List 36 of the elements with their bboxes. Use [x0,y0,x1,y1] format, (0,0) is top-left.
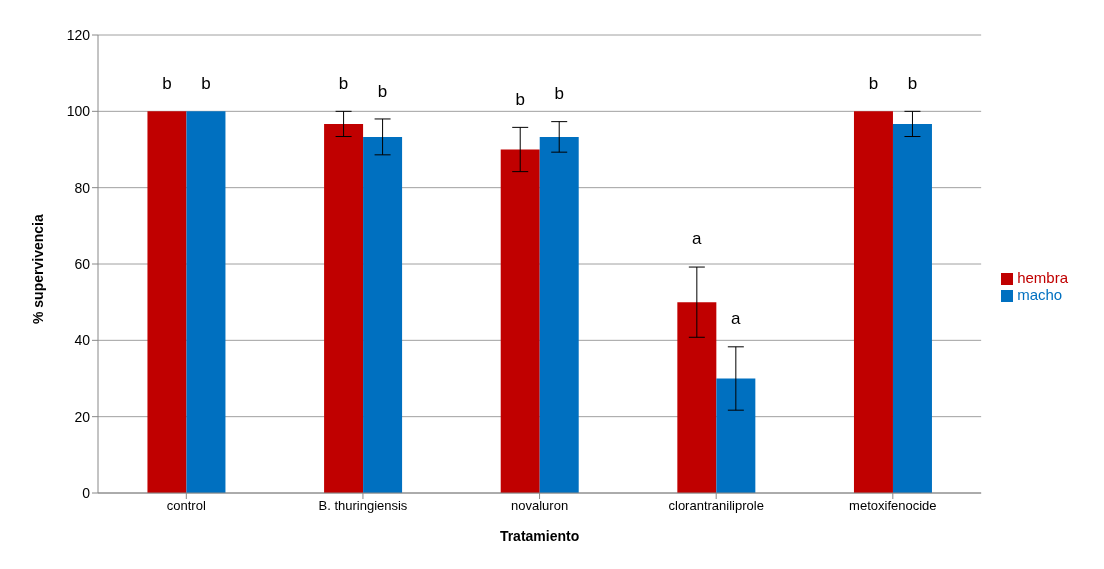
y-tick-label: 20 [74,408,91,425]
bar [186,111,226,493]
x-tick-label: B. thuringiensis [318,498,408,514]
data-label: b [377,81,388,101]
y-tick-label: 60 [74,255,91,272]
data-label: b [515,89,525,109]
bar [147,111,187,493]
y-tick-label: 100 [66,103,91,120]
bar [363,136,403,493]
y-tick-label: 80 [74,179,91,196]
x-tick-label: control [166,498,206,514]
data-label: b [201,74,211,94]
legend-label: macho [1017,285,1063,303]
x-axis-title: Tratamiento [499,528,580,544]
data-label: a [692,229,703,249]
bar [324,123,364,493]
bar [853,111,893,493]
y-tick-label: 0 [82,484,91,501]
y-tick-label: 120 [66,26,91,43]
x-tick-label: novaluron [511,498,569,514]
x-tick-label: clorantraniliprole [668,498,764,514]
y-axis-title: % supervivencia [29,214,46,324]
bar [539,136,579,493]
bar [500,149,540,493]
bar [892,123,932,493]
bar [716,378,756,493]
data-label: b [338,74,349,94]
bar [677,302,717,493]
x-tick-label: metoxifenocide [849,498,937,514]
y-tick-label: 40 [74,332,91,349]
data-label: b [162,74,172,94]
data-label: b [907,74,918,94]
legend-label: hembra [1017,268,1068,286]
data-label: b [554,84,564,104]
data-label: a [731,309,742,329]
data-label: b [868,74,879,94]
